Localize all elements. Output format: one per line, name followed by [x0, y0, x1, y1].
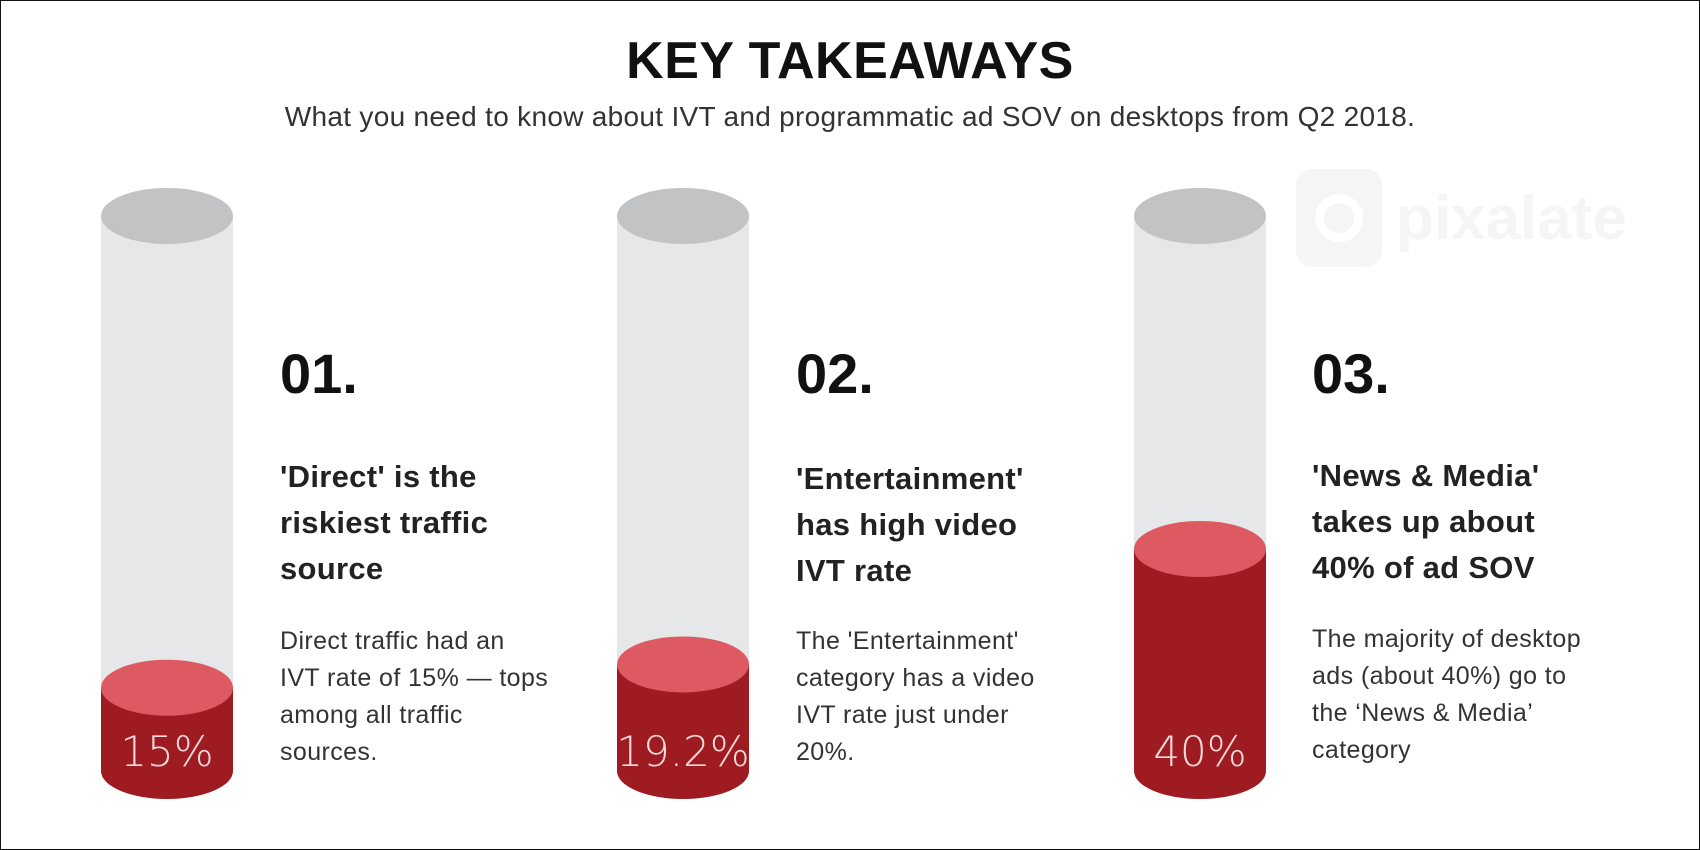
cylinder-top: [101, 188, 233, 244]
fill-surface: [617, 636, 749, 693]
cylinder-body: [101, 216, 233, 799]
fill-surface: [1134, 521, 1266, 577]
fill-surface: [101, 659, 233, 716]
takeaway-1-heading: 'Direct' is the riskiest traffic source: [280, 459, 489, 586]
cylinder-top: [1134, 188, 1266, 244]
takeaway-2-number: 02.: [796, 342, 874, 405]
cylinder-gauge-2: 19.2%: [616, 188, 750, 799]
takeaway-2-heading: 'Entertainment' has high video IVT rate: [796, 461, 1024, 588]
takeaway-3-heading: 'News & Media' takes up about 40% of ad …: [1312, 458, 1540, 585]
takeaway-2-body: The 'Entertainment' category has a video…: [796, 627, 1035, 766]
takeaway-1-number: 01.: [280, 342, 358, 405]
value-label: 40%: [1153, 727, 1246, 776]
value-label: 19.2%: [616, 727, 749, 776]
value-label: 15%: [120, 727, 213, 776]
page-subtitle: What you need to know about IVT and prog…: [284, 101, 1416, 132]
page-title: KEY TAKEAWAYS: [626, 32, 1074, 90]
fill-level: [101, 687, 233, 799]
pixalate-logo-icon: [1296, 169, 1382, 267]
cylinder-gauge-1: 15%: [101, 188, 233, 799]
cylinder-top: [617, 188, 749, 244]
pixalate-watermark: pixalate: [1296, 169, 1627, 267]
takeaway-1-body: Direct traffic had an IVT rate of 15% — …: [280, 627, 549, 766]
watermark-text: pixalate: [1396, 183, 1627, 253]
takeaway-3-body: The majority of desktop ads (about 40%) …: [1312, 625, 1582, 764]
cylinder-gauge-3: 40%: [1134, 188, 1266, 799]
fill-level: [617, 664, 749, 799]
fill-level: [1134, 549, 1266, 799]
takeaway-3-number: 03.: [1312, 342, 1390, 405]
